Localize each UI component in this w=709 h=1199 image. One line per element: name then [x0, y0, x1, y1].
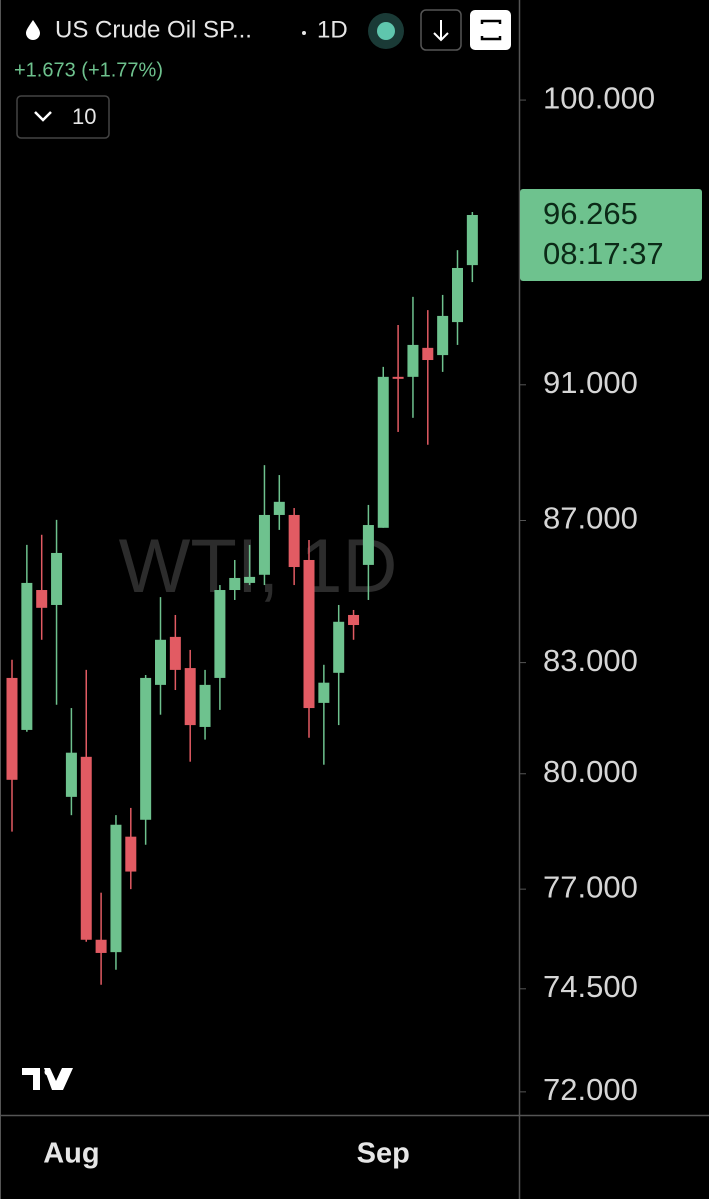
candle-body: [199, 684, 211, 727]
candle-body: [244, 576, 256, 583]
candle-body: [214, 590, 226, 678]
interval[interactable]: 1D: [317, 16, 348, 43]
candle-body: [21, 582, 33, 730]
candle-body: [51, 552, 63, 605]
candle-body: [348, 614, 360, 626]
y-tick-label: 91.000: [543, 365, 638, 400]
symbol-icon: [26, 20, 40, 40]
tradingview-logo-dot: [44, 1068, 52, 1076]
candle-body: [392, 376, 404, 379]
bars-count: 10: [72, 104, 96, 129]
y-tick-label: 80.000: [543, 754, 638, 789]
candle-body: [303, 559, 315, 709]
candle-body: [333, 621, 345, 673]
candle-body: [125, 836, 137, 872]
candle-body: [466, 214, 478, 266]
symbol-name[interactable]: US Crude Oil SP...: [55, 16, 252, 43]
candle-body: [36, 590, 48, 608]
candle-body: [110, 824, 122, 953]
y-tick-label: 100.000: [543, 80, 655, 115]
chevron-icon: [34, 111, 52, 122]
arrow-icon: [433, 20, 449, 42]
candle-body: [407, 344, 419, 377]
separator-dot: [302, 31, 306, 35]
candle-body: [273, 501, 285, 515]
last-price-label: 96.265: [543, 196, 638, 231]
replay-button[interactable]: [470, 10, 511, 50]
candle-body: [422, 347, 434, 361]
watermark: WTI, 1D: [119, 524, 398, 609]
y-tick-label: 74.500: [543, 969, 638, 1004]
candle-body: [6, 677, 18, 780]
plot-area: [6, 212, 478, 985]
candle-body: [155, 639, 166, 685]
candle-body: [258, 514, 270, 575]
candle-body: [377, 376, 389, 528]
candle-body: [169, 636, 181, 670]
y-tick-label: 72.000: [543, 1072, 638, 1107]
candle-body: [288, 514, 300, 568]
last-price-tag: [520, 188, 702, 281]
y-tick-label: 87.000: [543, 501, 638, 536]
bars-dropdown[interactable]: [16, 95, 110, 139]
candle-body: [184, 668, 196, 726]
candle-body: [229, 577, 241, 591]
candle-body: [452, 267, 463, 323]
candle-body: [362, 525, 374, 565]
x-tick-label: Aug: [43, 1138, 99, 1170]
tradingview-logo: [22, 1068, 73, 1090]
market-status: [377, 22, 395, 40]
y-tick-label: 83.000: [543, 643, 638, 678]
replay-icon: [480, 19, 502, 41]
candle-body: [318, 682, 330, 703]
candle-body: [437, 315, 449, 356]
candle-body: [140, 677, 152, 820]
y-tick-label: 77.000: [543, 869, 638, 904]
candle-body: [95, 939, 107, 953]
candle-body: [80, 756, 92, 940]
candle-body: [65, 752, 77, 797]
price-change: +1.673 (+1.77%): [14, 59, 163, 81]
x-tick-label: Sep: [357, 1138, 410, 1170]
countdown-label: 08:17:37: [543, 236, 664, 271]
